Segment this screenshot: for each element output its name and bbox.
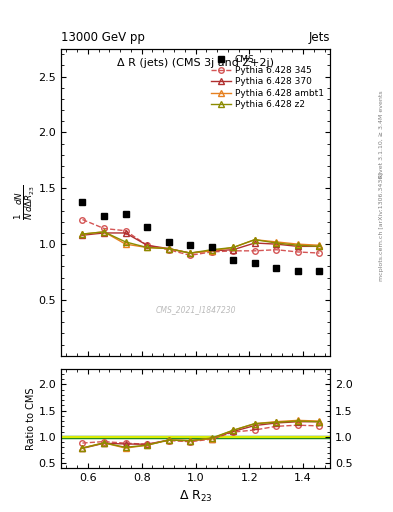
Pythia 6.428 ambt1 [145, 244, 149, 250]
Y-axis label: Ratio to CMS: Ratio to CMS [26, 387, 35, 450]
Pythia 6.428 z2 [80, 231, 85, 237]
Pythia 6.428 370 [317, 243, 322, 249]
CMS [274, 265, 279, 271]
Y-axis label: $\frac{1}{N}\frac{dN}{d\Delta R_{23}}$: $\frac{1}{N}\frac{dN}{d\Delta R_{23}}$ [13, 184, 37, 220]
CMS [145, 224, 149, 230]
Pythia 6.428 370 [252, 240, 257, 246]
Legend: CMS, Pythia 6.428 345, Pythia 6.428 370, Pythia 6.428 ambt1, Pythia 6.428 z2: CMS, Pythia 6.428 345, Pythia 6.428 370,… [209, 53, 326, 111]
Pythia 6.428 z2 [296, 242, 300, 248]
CMS [80, 199, 85, 205]
Pythia 6.428 z2 [102, 229, 107, 235]
Pythia 6.428 345 [317, 250, 322, 256]
Pythia 6.428 370 [102, 230, 107, 236]
Pythia 6.428 ambt1 [209, 248, 214, 254]
Pythia 6.428 z2 [209, 247, 214, 253]
CMS [296, 268, 300, 274]
Line: Pythia 6.428 z2: Pythia 6.428 z2 [80, 229, 322, 256]
Pythia 6.428 370 [145, 242, 149, 248]
Pythia 6.428 345 [231, 248, 235, 254]
Pythia 6.428 345 [80, 217, 85, 223]
Pythia 6.428 345 [209, 249, 214, 255]
Line: Pythia 6.428 ambt1: Pythia 6.428 ambt1 [80, 229, 322, 256]
CMS [166, 239, 171, 245]
Pythia 6.428 370 [123, 230, 128, 236]
Pythia 6.428 ambt1 [166, 246, 171, 252]
Pythia 6.428 z2 [123, 239, 128, 245]
Pythia 6.428 370 [231, 247, 235, 253]
Pythia 6.428 345 [145, 242, 149, 248]
Pythia 6.428 370 [166, 246, 171, 252]
Pythia 6.428 z2 [317, 243, 322, 249]
Pythia 6.428 ambt1 [188, 250, 193, 256]
Pythia 6.428 345 [188, 252, 193, 259]
Pythia 6.428 370 [296, 243, 300, 249]
CMS [231, 257, 235, 263]
Pythia 6.428 370 [274, 241, 279, 247]
Pythia 6.428 ambt1 [296, 241, 300, 247]
Pythia 6.428 345 [296, 249, 300, 255]
Pythia 6.428 345 [274, 247, 279, 253]
Pythia 6.428 ambt1 [102, 229, 107, 235]
Line: CMS: CMS [79, 198, 323, 274]
Pythia 6.428 345 [252, 248, 257, 254]
Text: Jets: Jets [309, 31, 330, 44]
Line: Pythia 6.428 370: Pythia 6.428 370 [80, 230, 322, 256]
Pythia 6.428 z2 [274, 240, 279, 246]
Pythia 6.428 z2 [145, 244, 149, 250]
Pythia 6.428 370 [209, 248, 214, 254]
Text: mcplots.cern.ch [arXiv:1306.3436]: mcplots.cern.ch [arXiv:1306.3436] [379, 173, 384, 281]
Pythia 6.428 345 [123, 228, 128, 234]
Pythia 6.428 ambt1 [317, 242, 322, 248]
Pythia 6.428 z2 [166, 246, 171, 252]
Pythia 6.428 z2 [252, 237, 257, 243]
Text: CMS_2021_I1847230: CMS_2021_I1847230 [155, 305, 236, 314]
Pythia 6.428 ambt1 [123, 241, 128, 247]
Text: 13000 GeV pp: 13000 GeV pp [61, 31, 145, 44]
CMS [188, 242, 193, 248]
Pythia 6.428 ambt1 [80, 231, 85, 237]
CMS [102, 213, 107, 219]
Line: Pythia 6.428 345: Pythia 6.428 345 [80, 217, 322, 258]
Text: Δ R (jets) (CMS 3j and Z+2j): Δ R (jets) (CMS 3j and Z+2j) [117, 58, 274, 68]
Pythia 6.428 370 [80, 232, 85, 238]
Pythia 6.428 ambt1 [274, 239, 279, 245]
Pythia 6.428 z2 [231, 244, 235, 250]
CMS [252, 260, 257, 266]
CMS [123, 211, 128, 217]
X-axis label: $\Delta$ R$_{23}$: $\Delta$ R$_{23}$ [179, 489, 212, 504]
Pythia 6.428 ambt1 [231, 244, 235, 250]
Pythia 6.428 345 [102, 225, 107, 231]
Pythia 6.428 345 [166, 247, 171, 253]
CMS [209, 244, 214, 250]
CMS [317, 268, 322, 274]
Pythia 6.428 ambt1 [252, 237, 257, 243]
Pythia 6.428 370 [188, 250, 193, 256]
Pythia 6.428 z2 [188, 250, 193, 256]
Text: Rivet 3.1.10, ≥ 3.4M events: Rivet 3.1.10, ≥ 3.4M events [379, 91, 384, 179]
